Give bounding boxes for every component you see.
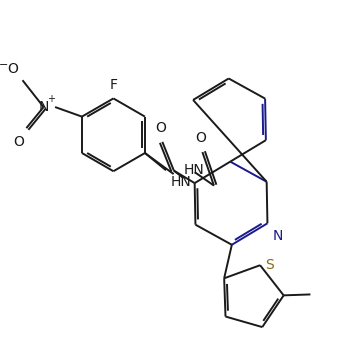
Text: HN: HN <box>171 175 191 189</box>
Text: O: O <box>195 131 206 145</box>
Text: F: F <box>110 78 117 92</box>
Text: O: O <box>13 134 24 149</box>
Text: +: + <box>47 94 55 105</box>
Text: −: − <box>0 60 8 70</box>
Text: O: O <box>7 62 19 76</box>
Text: S: S <box>265 258 274 272</box>
Text: HN: HN <box>183 163 204 177</box>
Text: N: N <box>272 229 283 243</box>
Text: N: N <box>38 100 49 114</box>
Text: O: O <box>155 121 166 136</box>
